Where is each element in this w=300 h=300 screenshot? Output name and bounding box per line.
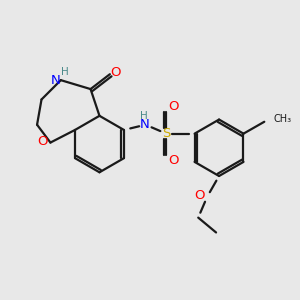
Text: N: N: [140, 118, 150, 131]
Text: O: O: [169, 100, 179, 113]
Text: CH₃: CH₃: [273, 114, 291, 124]
Text: O: O: [194, 189, 205, 202]
Text: O: O: [111, 66, 121, 79]
Text: O: O: [38, 135, 48, 148]
Text: H: H: [61, 67, 69, 77]
Text: S: S: [162, 127, 170, 140]
Text: N: N: [51, 74, 60, 87]
Text: H: H: [140, 111, 148, 121]
Text: O: O: [169, 154, 179, 167]
